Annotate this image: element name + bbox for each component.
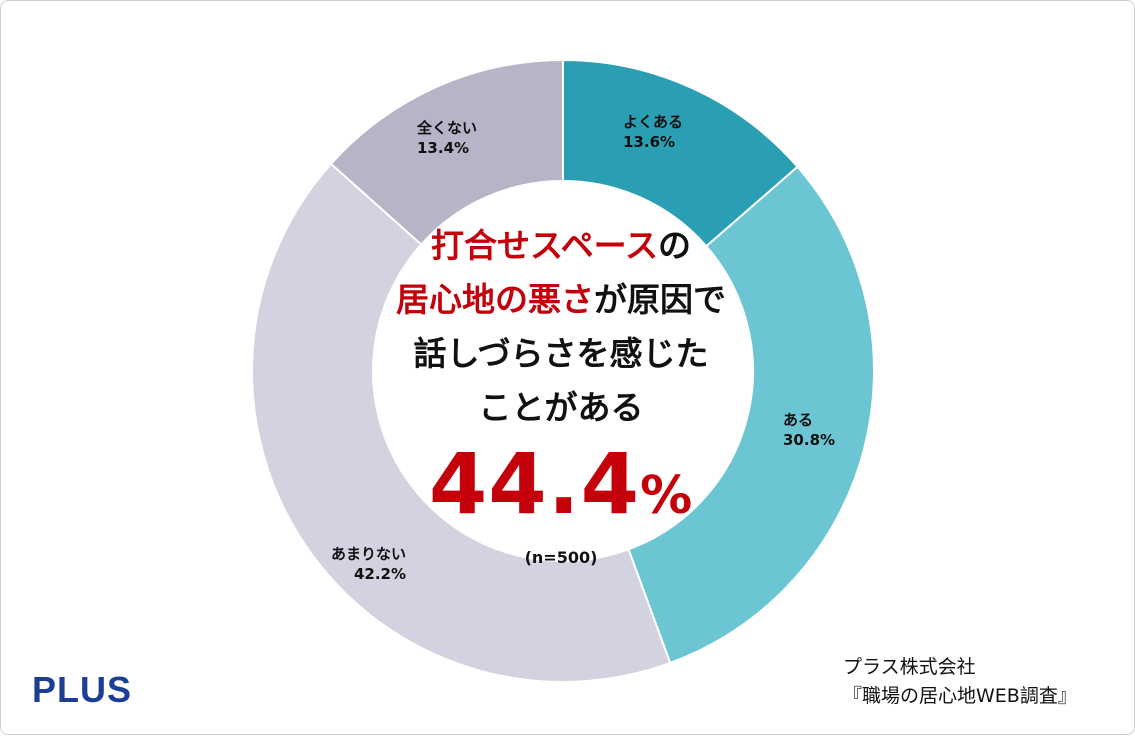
source-survey: 『職場の居心地WEB調査』 <box>843 685 1077 707</box>
slice-label-value: 13.4% <box>417 139 470 157</box>
donut-slice-1 <box>627 165 875 665</box>
slice-label-value: 30.8% <box>783 431 836 449</box>
center-line-4: ことがある <box>478 388 644 427</box>
sample-size: (n=500) <box>524 548 598 567</box>
headline-unit: % <box>640 466 694 526</box>
source-company: プラス株式会社 <box>843 656 976 678</box>
center-highlight-2: 居心地の悪さ <box>396 280 594 319</box>
center-rest-2: が原因で <box>594 280 726 319</box>
center-line-1: 打合せスペースの <box>361 219 761 273</box>
slice-label-aru: ある 30.8% <box>783 410 835 450</box>
slice-label-text: ある <box>783 411 814 429</box>
slice-label-yoku-aru: よくある 13.6% <box>623 112 683 152</box>
center-line-2: 居心地の悪さが原因で <box>361 273 761 327</box>
center-rest-1: の <box>658 226 692 265</box>
center-line-3: 話しづらさを感じた <box>413 334 709 373</box>
headline-number: 44.4 <box>428 435 641 533</box>
slice-label-amari-nai: あまりない 42.2% <box>331 544 406 584</box>
slice-label-text: あまりない <box>331 545 407 563</box>
slice-label-text: よくある <box>623 113 684 131</box>
slice-label-mattaku-nai: 全くない 13.4% <box>417 118 477 158</box>
donut-slice-3 <box>329 58 564 246</box>
headline-percentage: 44.4% <box>361 439 761 541</box>
plus-logo: PLUS <box>32 669 133 710</box>
donut-slice-2 <box>251 162 672 683</box>
slice-label-text: 全くない <box>417 119 478 137</box>
center-highlight-1: 打合せスペース <box>430 226 659 265</box>
slice-label-value: 42.2% <box>353 565 407 583</box>
source-credit: プラス株式会社 『職場の居心地WEB調査』 <box>843 653 1077 711</box>
center-message: 打合せスペースの 居心地の悪さが原因で 話しづらさを感じた ことがある 44.4… <box>361 219 761 569</box>
slice-label-value: 13.6% <box>623 133 676 151</box>
